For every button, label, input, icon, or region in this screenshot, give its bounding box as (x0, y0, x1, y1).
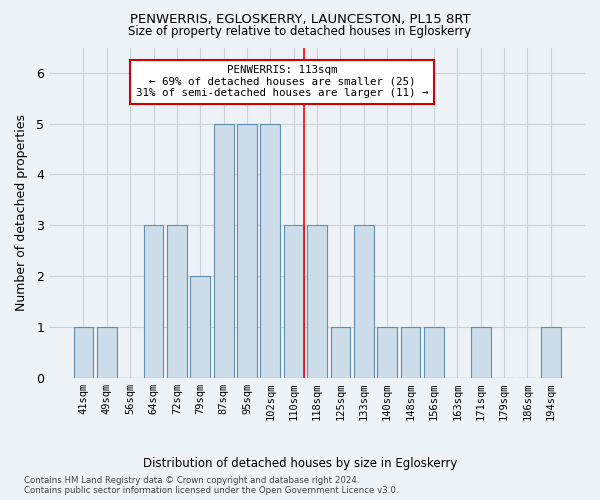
Bar (354, 226, 374, 378)
Bar (190, 276, 210, 378)
Bar (237, 124, 257, 378)
Bar (424, 327, 444, 378)
Bar (167, 226, 187, 378)
Bar (401, 327, 421, 378)
Bar (260, 124, 280, 378)
Text: Distribution of detached houses by size in Egloskerry: Distribution of detached houses by size … (143, 458, 457, 470)
Y-axis label: Number of detached properties: Number of detached properties (15, 114, 28, 311)
Text: Size of property relative to detached houses in Egloskerry: Size of property relative to detached ho… (128, 25, 472, 38)
Bar (143, 226, 163, 378)
Text: PENWERRIS: 113sqm
← 69% of detached houses are smaller (25)
31% of semi-detached: PENWERRIS: 113sqm ← 69% of detached hous… (136, 66, 428, 98)
Text: PENWERRIS, EGLOSKERRY, LAUNCESTON, PL15 8RT: PENWERRIS, EGLOSKERRY, LAUNCESTON, PL15 … (130, 12, 470, 26)
Bar (214, 124, 233, 378)
Bar (307, 226, 327, 378)
Bar (331, 327, 350, 378)
Bar (74, 327, 94, 378)
Bar (377, 327, 397, 378)
Bar (284, 226, 304, 378)
Bar (541, 327, 560, 378)
Text: Contains HM Land Registry data © Crown copyright and database right 2024.: Contains HM Land Registry data © Crown c… (24, 476, 359, 485)
Text: Contains public sector information licensed under the Open Government Licence v3: Contains public sector information licen… (24, 486, 398, 495)
Bar (97, 327, 117, 378)
Bar (471, 327, 491, 378)
